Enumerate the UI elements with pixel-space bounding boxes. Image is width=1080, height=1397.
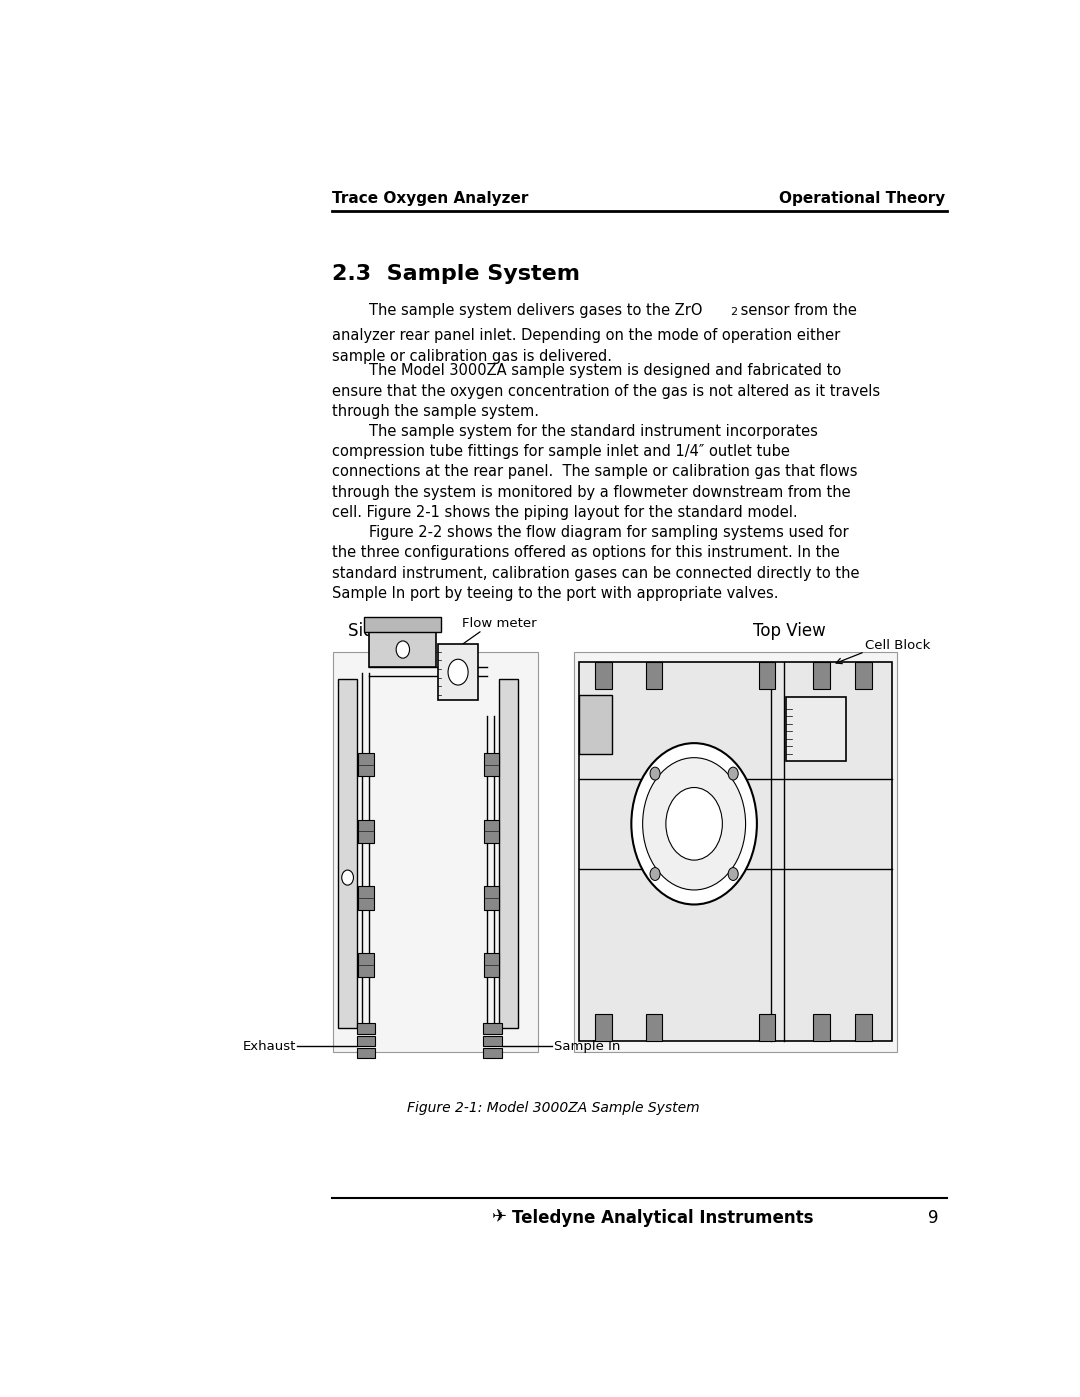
Bar: [813, 662, 829, 689]
Text: Figure 2-2 shows the flow diagram for sampling systems used for
the three config: Figure 2-2 shows the flow diagram for sa…: [332, 525, 860, 601]
Bar: [483, 1035, 501, 1046]
Bar: [483, 1023, 501, 1034]
Text: Sample In: Sample In: [554, 1039, 620, 1053]
Text: 2: 2: [730, 307, 738, 317]
Bar: [438, 644, 478, 700]
Bar: [595, 662, 612, 689]
Circle shape: [396, 641, 409, 658]
Text: Top View: Top View: [753, 622, 826, 640]
Text: sensor from the: sensor from the: [737, 303, 858, 319]
Bar: [758, 662, 775, 689]
Bar: [855, 1014, 872, 1041]
Text: Operational Theory: Operational Theory: [780, 191, 946, 207]
Circle shape: [643, 757, 745, 890]
Bar: [359, 886, 374, 909]
Text: Exhaust: Exhaust: [242, 1039, 296, 1053]
Bar: [356, 1035, 375, 1046]
Text: 9: 9: [928, 1208, 939, 1227]
Bar: [334, 652, 539, 1052]
Circle shape: [632, 743, 757, 904]
Circle shape: [341, 870, 353, 886]
Bar: [499, 679, 517, 1028]
Text: The sample system for the standard instrument incorporates
compression tube fitt: The sample system for the standard instr…: [332, 423, 858, 520]
Bar: [484, 820, 499, 844]
Bar: [359, 753, 374, 777]
Bar: [786, 697, 847, 761]
Bar: [484, 753, 499, 777]
Bar: [359, 820, 374, 844]
Text: ✈: ✈: [492, 1208, 508, 1227]
Text: Flow meter: Flow meter: [462, 617, 537, 630]
Bar: [338, 679, 356, 1028]
Bar: [356, 1048, 375, 1059]
Circle shape: [728, 767, 739, 780]
Circle shape: [728, 868, 739, 880]
Circle shape: [448, 659, 468, 685]
Bar: [483, 1048, 501, 1059]
Bar: [646, 662, 662, 689]
Bar: [364, 617, 442, 633]
Bar: [356, 1023, 375, 1034]
Text: Side View: Side View: [348, 622, 429, 640]
Bar: [579, 662, 892, 1041]
Bar: [369, 633, 436, 666]
Bar: [646, 1014, 662, 1041]
Text: Figure 2-1: Model 3000ZA Sample System: Figure 2-1: Model 3000ZA Sample System: [407, 1101, 700, 1115]
Text: Trace Oxygen Analyzer: Trace Oxygen Analyzer: [332, 191, 528, 207]
Text: 2.3  Sample System: 2.3 Sample System: [332, 264, 580, 285]
Bar: [484, 886, 499, 909]
Circle shape: [650, 868, 660, 880]
Bar: [579, 694, 612, 754]
Text: Teledyne Analytical Instruments: Teledyne Analytical Instruments: [512, 1208, 813, 1227]
Bar: [359, 953, 374, 977]
Bar: [595, 1014, 612, 1041]
Bar: [484, 953, 499, 977]
Circle shape: [666, 788, 723, 861]
Text: The sample system delivers gases to the ZrO: The sample system delivers gases to the …: [332, 303, 702, 319]
Text: Cell Block: Cell Block: [865, 638, 930, 652]
Bar: [575, 652, 896, 1052]
Bar: [813, 1014, 829, 1041]
Text: analyzer rear panel inlet. Depending on the mode of operation either
sample or c: analyzer rear panel inlet. Depending on …: [332, 328, 840, 363]
Circle shape: [650, 767, 660, 780]
Text: The Model 3000ZA sample system is designed and fabricated to
ensure that the oxy: The Model 3000ZA sample system is design…: [332, 363, 880, 419]
Bar: [855, 662, 872, 689]
Bar: [758, 1014, 775, 1041]
